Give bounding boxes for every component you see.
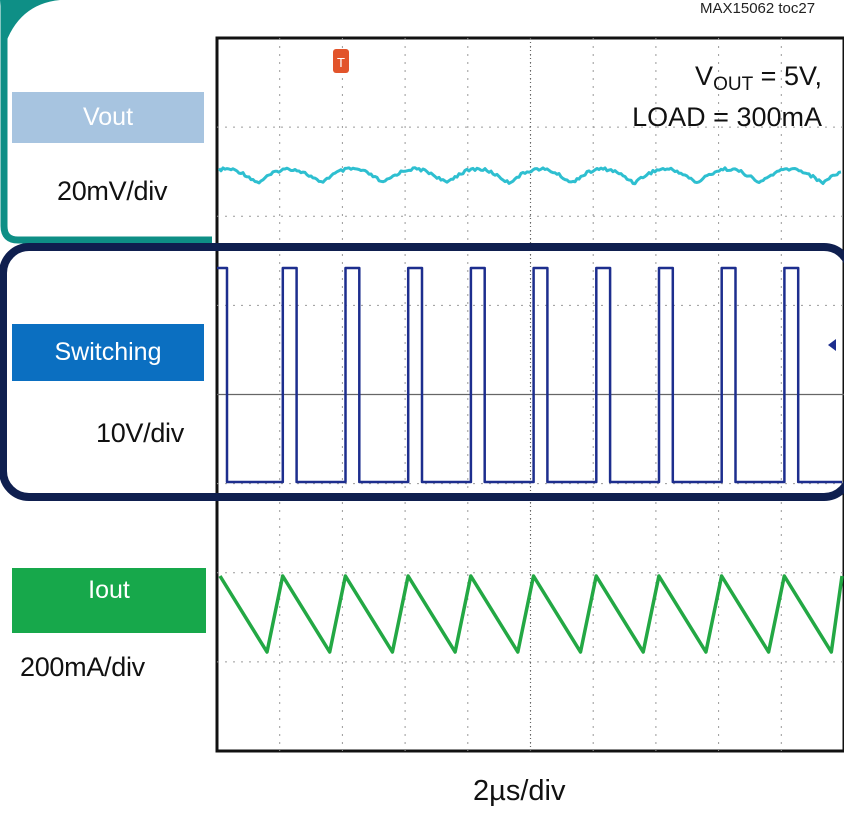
vout-trace [217, 166, 842, 186]
channel-name-iout: Iout [88, 576, 130, 604]
switching-frame [0, 243, 844, 501]
switching-trace [217, 266, 842, 484]
vout-annotation: VOUT = 5V, LOAD = 300mA [632, 60, 822, 133]
scale-label-iout: 200mA/div [20, 652, 145, 682]
vout-label-sub: OUT [713, 74, 754, 95]
traces [217, 166, 844, 654]
grid [217, 38, 844, 751]
scale-label-vout: 20mV/div [57, 176, 168, 206]
channel-box-iout: Iout [12, 568, 206, 633]
load-label: LOAD = 300mA [632, 102, 822, 132]
iout-trace [218, 574, 844, 654]
teal-corner [0, 0, 60, 48]
svg-text:T: T [337, 55, 345, 70]
vout-label-value: = 5V, [753, 61, 822, 91]
channel-name-switching: Switching [54, 338, 162, 366]
trigger-marker-icon: T [333, 49, 349, 73]
time-scale-label: 2µs/div [473, 775, 566, 807]
channel-box-vout: Vout [12, 92, 204, 143]
scale-label-switching: 10V/div [96, 418, 184, 448]
teal-frame [0, 0, 212, 244]
channel-box-switching: Switching [12, 324, 204, 381]
figure-id: MAX15062 toc27 [700, 0, 816, 17]
channel-name-vout: Vout [82, 103, 134, 131]
vout-label-prefix: V [695, 61, 714, 91]
level-marker-icon [828, 339, 836, 351]
